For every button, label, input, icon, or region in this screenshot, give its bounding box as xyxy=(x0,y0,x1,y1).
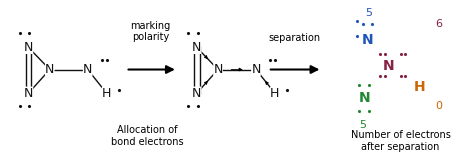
Text: 5: 5 xyxy=(359,120,366,130)
Text: N: N xyxy=(45,63,55,76)
Text: marking
polarity: marking polarity xyxy=(131,21,171,42)
Text: Number of electrons
after separation: Number of electrons after separation xyxy=(351,130,450,152)
Text: N: N xyxy=(24,41,33,54)
Text: N: N xyxy=(83,63,92,76)
Text: N: N xyxy=(362,33,373,46)
Text: N: N xyxy=(383,59,394,73)
Text: H: H xyxy=(414,80,425,94)
Text: separation: separation xyxy=(269,33,321,43)
Text: Allocation of
bond electrons: Allocation of bond electrons xyxy=(110,125,183,147)
Text: N: N xyxy=(192,41,201,54)
Text: 0: 0 xyxy=(435,101,442,111)
Text: H: H xyxy=(102,87,111,100)
Text: N: N xyxy=(213,63,223,76)
Text: N: N xyxy=(192,87,201,100)
Text: N: N xyxy=(359,91,371,105)
Text: H: H xyxy=(270,87,280,100)
Text: N: N xyxy=(251,63,261,76)
Text: 5: 5 xyxy=(365,8,372,18)
Text: 6: 6 xyxy=(435,19,442,29)
Text: N: N xyxy=(24,87,33,100)
